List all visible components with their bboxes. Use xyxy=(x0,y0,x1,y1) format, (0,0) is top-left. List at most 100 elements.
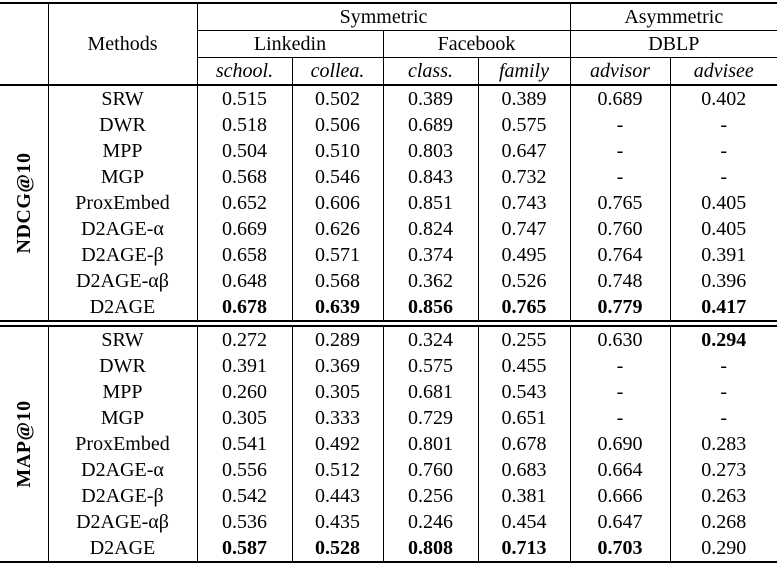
value-cell: 0.492 xyxy=(291,431,383,457)
value-cell: 0.495 xyxy=(477,242,571,268)
value-cell: 0.504 xyxy=(222,140,267,162)
subcolumn-header-class: class. xyxy=(382,57,478,86)
value-cell: 0.333 xyxy=(291,405,383,431)
value-cell: 0.743 xyxy=(477,190,571,216)
value-cell: 0.455 xyxy=(477,353,571,379)
value-cell: 0.571 xyxy=(291,242,383,268)
value-cell: 0.729 xyxy=(382,405,478,431)
value-cell: 0.389 xyxy=(382,85,478,112)
method-cell: D2AGE-β xyxy=(48,242,198,268)
table-row: DWR 0.391 0.369 0.575 0.455 - - xyxy=(0,353,777,379)
method-cell: D2AGE xyxy=(48,294,198,327)
value-cell: 0.713 xyxy=(477,535,571,563)
asymmetric-group-header: Asymmetric xyxy=(569,2,777,31)
method-cell: D2AGE-α xyxy=(48,216,198,242)
value-cell: 0.374 xyxy=(382,242,478,268)
value-cell: 0.703 xyxy=(569,535,671,563)
value-cell: 0.683 xyxy=(477,457,571,483)
value-cell: 0.648 xyxy=(222,270,267,292)
value-cell: - xyxy=(669,138,777,164)
value-cell: - xyxy=(569,379,671,405)
value-cell: 0.647 xyxy=(569,509,671,535)
value-cell: 0.801 xyxy=(382,431,478,457)
method-cell: ProxEmbed xyxy=(48,431,198,457)
value-cell: 0.405 xyxy=(669,190,777,216)
value-cell: 0.536 xyxy=(222,511,267,533)
corner-cell xyxy=(0,2,49,86)
value-cell: 0.669 xyxy=(222,218,267,240)
value-cell: 0.765 xyxy=(477,294,571,327)
value-cell: 0.747 xyxy=(477,216,571,242)
value-cell: 0.381 xyxy=(477,483,571,509)
facebook-header: Facebook xyxy=(382,30,571,58)
value-cell: 0.664 xyxy=(569,457,671,483)
table-row: D2AGE-αβ 0.536 0.435 0.246 0.454 0.647 0… xyxy=(0,509,777,535)
value-cell: 0.273 xyxy=(669,457,777,483)
value-cell: 0.690 xyxy=(569,431,671,457)
value-cell: - xyxy=(669,353,777,379)
value-cell: 0.502 xyxy=(291,85,383,112)
value-cell: 0.541 xyxy=(222,433,267,455)
value-cell: 0.647 xyxy=(477,138,571,164)
value-cell: 0.856 xyxy=(382,294,478,327)
value-cell: 0.510 xyxy=(291,138,383,164)
value-cell: 0.543 xyxy=(477,379,571,405)
table-row: D2AGE-α 0.556 0.512 0.760 0.683 0.664 0.… xyxy=(0,457,777,483)
metric-label-map: MAP@10 xyxy=(0,323,49,563)
value-cell: 0.575 xyxy=(477,112,571,138)
value-cell: 0.606 xyxy=(291,190,383,216)
value-cell: 0.255 xyxy=(477,323,571,353)
table-row: MGP 0.305 0.333 0.729 0.651 - - xyxy=(0,405,777,431)
method-cell: D2AGE-α xyxy=(48,457,198,483)
value-cell: 0.568 xyxy=(222,166,267,188)
value-cell: - xyxy=(669,405,777,431)
value-cell: 0.568 xyxy=(291,268,383,294)
value-cell: 0.764 xyxy=(569,242,671,268)
method-cell: MGP xyxy=(48,164,198,190)
value-cell: 0.678 xyxy=(197,294,292,327)
value-cell: 0.263 xyxy=(669,483,777,509)
value-cell: 0.268 xyxy=(669,509,777,535)
value-cell: 0.402 xyxy=(669,85,777,112)
value-cell: 0.305 xyxy=(291,379,383,405)
value-cell: - xyxy=(669,164,777,190)
value-cell: 0.389 xyxy=(477,85,571,112)
value-cell: - xyxy=(569,164,671,190)
table-row: D2AGE 0.678 0.639 0.856 0.765 0.779 0.41… xyxy=(0,294,777,327)
symmetric-group-header: Symmetric xyxy=(197,2,571,31)
subcolumn-header-advisee: advisee xyxy=(669,57,777,86)
value-cell: 0.396 xyxy=(669,268,777,294)
value-cell: 0.760 xyxy=(382,457,478,483)
value-cell: 0.512 xyxy=(291,457,383,483)
value-cell: 0.666 xyxy=(569,483,671,509)
header-row-datasets: Linkedin Facebook DBLP xyxy=(0,30,777,58)
value-cell: 0.256 xyxy=(382,483,478,509)
value-cell: 0.760 xyxy=(569,216,671,242)
value-cell: 0.518 xyxy=(222,114,267,136)
value-cell: 0.305 xyxy=(222,407,267,429)
methods-column-header: Methods xyxy=(48,2,198,86)
method-cell: D2AGE-αβ xyxy=(48,509,198,535)
value-cell: 0.689 xyxy=(382,112,478,138)
table-row: DWR 0.518 0.506 0.689 0.575 - - xyxy=(0,112,777,138)
method-cell: MGP xyxy=(48,405,198,431)
value-cell: - xyxy=(569,138,671,164)
metric-label-ndcg: NDCG@10 xyxy=(0,85,49,327)
value-cell: 0.417 xyxy=(669,294,777,327)
metric-label-ndcg-text: NDCG@10 xyxy=(12,152,35,254)
value-cell: 0.630 xyxy=(569,323,671,353)
method-cell: ProxEmbed xyxy=(48,190,198,216)
metric-label-map-text: MAP@10 xyxy=(12,400,35,488)
header-row-subcolumns: school. collea. class. family advisor ad… xyxy=(0,57,777,86)
method-cell: D2AGE-αβ xyxy=(48,268,198,294)
linkedin-header: Linkedin xyxy=(197,30,383,58)
table-row: D2AGE-αβ 0.648 0.568 0.362 0.526 0.748 0… xyxy=(0,268,777,294)
method-cell: MPP xyxy=(48,379,198,405)
value-cell: 0.681 xyxy=(382,379,478,405)
method-cell: DWR xyxy=(48,112,198,138)
header-row-groups: Methods Symmetric Asymmetric xyxy=(0,2,777,86)
value-cell: 0.765 xyxy=(569,190,671,216)
value-cell: 0.542 xyxy=(222,485,267,507)
value-cell: - xyxy=(569,112,671,138)
table-row: MPP 0.260 0.305 0.681 0.543 - - xyxy=(0,379,777,405)
